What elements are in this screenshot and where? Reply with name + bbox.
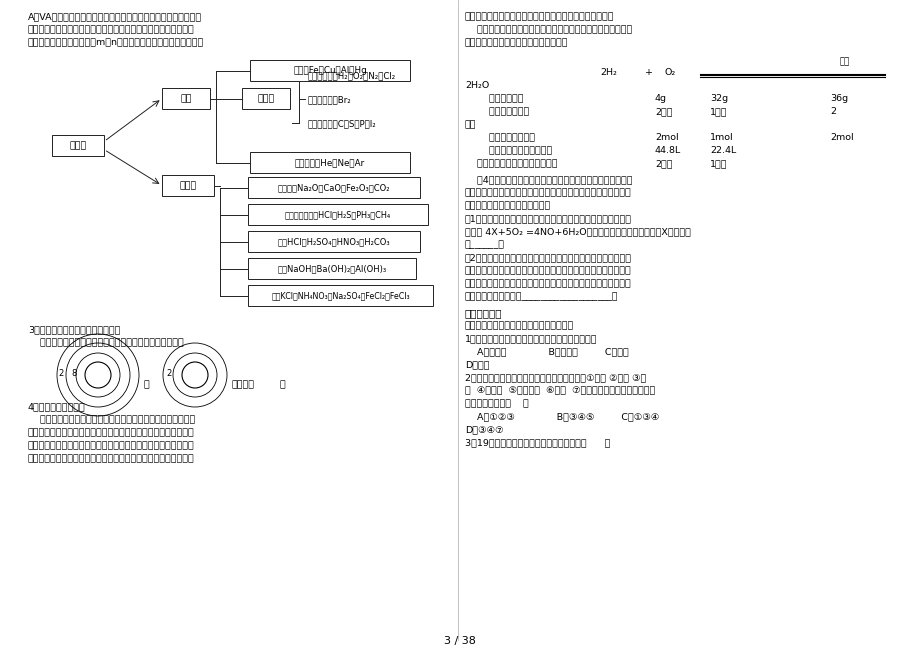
Text: 在左边，正价的氢元素符号放在右边。化合物中各元素化合价的代: 在左边，正价的氢元素符号放在右边。化合物中各元素化合价的代 — [28, 25, 195, 34]
Text: 能，成为当前生命科学研究的热点: 能，成为当前生命科学研究的热点 — [464, 201, 550, 210]
Text: 金属：Fe、Cu、Al、Hg: 金属：Fe、Cu、Al、Hg — [293, 66, 367, 75]
Text: 2: 2 — [58, 370, 63, 378]
Text: 在生物体内存在少量的一氧化氮，它有扩张血管和增强记忆力的功: 在生物体内存在少量的一氧化氮，它有扩张血管和增强记忆力的功 — [464, 188, 631, 197]
FancyBboxPatch shape — [52, 135, 104, 156]
Text: A．使用火              B．制陶瓷         C．酿酒: A．使用火 B．制陶瓷 C．酿酒 — [464, 347, 628, 356]
Text: （1）一氧化氮是工业制取硝酸的中间产物，生成一氧化氮的化学: （1）一氧化氮是工业制取硝酸的中间产物，生成一氧化氮的化学 — [464, 214, 631, 223]
FancyBboxPatch shape — [250, 152, 410, 173]
Text: 惰性气体：He、Ne、Ar: 惰性气体：He、Ne、Ar — [295, 158, 365, 167]
Text: 2．我国劳动人民很早就开始了化学实践活动：①酿酒 ②炼丹 ③造: 2．我国劳动人民很早就开始了化学实践活动：①酿酒 ②炼丹 ③造 — [464, 373, 645, 382]
Text: 常温呈气态：H₂、O₂、N₂、Cl₂: 常温呈气态：H₂、O₂、N₂、Cl₂ — [308, 72, 396, 81]
Text: 2: 2 — [829, 107, 835, 116]
Text: 方程式 4X+5O₂ =4NO+6H₂O，根据质量守恒定律可以推断X的化学式: 方程式 4X+5O₂ =4NO+6H₂O，根据质量守恒定律可以推断X的化学式 — [464, 227, 690, 236]
FancyBboxPatch shape — [248, 258, 415, 279]
Text: A．①②③              B．③④⑤         C．①③④: A．①②③ B．③④⑤ C．①③④ — [464, 412, 659, 421]
Text: 非金属: 非金属 — [257, 94, 275, 103]
Text: D．③④⑦: D．③④⑦ — [464, 425, 503, 434]
Text: 点燃: 点燃 — [839, 57, 849, 66]
Text: 2mol: 2mol — [829, 133, 853, 142]
FancyBboxPatch shape — [248, 177, 420, 198]
Text: O₂: O₂ — [664, 68, 675, 77]
Text: 32g: 32g — [709, 94, 727, 103]
Text: 单质: 单质 — [180, 94, 191, 103]
Text: 从任意相同条件气体体积角度：: 从任意相同条件气体体积角度： — [464, 159, 557, 168]
Text: 应前后各元素的原子个数要对应相等。此外，要注意反应条件和反: 应前后各元素的原子个数要对应相等。此外，要注意反应条件和反 — [28, 454, 195, 463]
Circle shape — [182, 362, 208, 388]
Text: 用化学式表示化学反应的式子。书写化学反应方程式，须遵循: 用化学式表示化学反应的式子。书写化学反应方程式，须遵循 — [28, 415, 195, 424]
FancyBboxPatch shape — [242, 88, 289, 109]
Text: 22.4L: 22.4L — [709, 146, 735, 155]
Text: 且还告诉我们各物质的比例关系。例如：: 且还告诉我们各物质的比例关系。例如： — [464, 38, 568, 47]
Text: +11: +11 — [90, 371, 106, 377]
Text: ，钠离子: ，钠离子 — [232, 380, 255, 389]
FancyBboxPatch shape — [162, 175, 214, 196]
Text: 2: 2 — [165, 370, 171, 378]
Text: 4．化学反应方程式：: 4．化学反应方程式： — [28, 402, 85, 411]
Text: 36g: 36g — [829, 94, 847, 103]
Text: +11: +11 — [187, 371, 202, 377]
Text: 2H₂O: 2H₂O — [464, 81, 489, 90]
Text: 1: 1 — [88, 370, 93, 378]
Text: 化合物: 化合物 — [179, 181, 197, 190]
Text: 2分子: 2分子 — [654, 107, 672, 116]
Text: 该反应的化学方程式为___________________。: 该反应的化学方程式为___________________。 — [464, 292, 618, 301]
Text: 分子: 分子 — [464, 120, 476, 129]
Text: 〔强化训练〕: 〔强化训练〕 — [464, 308, 502, 318]
Text: 常温呈液态：Br₂: 常温呈液态：Br₂ — [308, 96, 351, 105]
Text: 一、选择题（以下各题只有一个正确答案）: 一、选择题（以下各题只有一个正确答案） — [464, 321, 573, 330]
FancyBboxPatch shape — [248, 204, 427, 225]
Text: 应规律，同样的反应物在不同条件下可能发生不同的反应。: 应规律，同样的反应物在不同条件下可能发生不同的反应。 — [464, 12, 614, 21]
Text: 碱：NaOH、Ba(OH)₂、Al(OH)₃: 碱：NaOH、Ba(OH)₂、Al(OH)₃ — [278, 264, 386, 273]
Text: 1分子: 1分子 — [709, 107, 727, 116]
Text: 2H₂: 2H₂ — [599, 68, 617, 77]
Text: （2）汽车尾气中含有一氧化氮、一氧化碳等有毒气体，治理的方: （2）汽车尾气中含有一氧化氮、一氧化碳等有毒气体，治理的方 — [464, 253, 631, 262]
Text: 反映原子、离子核外各电子层上电子数的符号。如钠原子: 反映原子、离子核外各电子层上电子数的符号。如钠原子 — [28, 338, 184, 347]
FancyBboxPatch shape — [248, 285, 433, 306]
Text: 3．原子结构简图、离子结构简图：: 3．原子结构简图、离子结构简图： — [28, 325, 120, 334]
Text: D．炼丹: D．炼丹 — [464, 360, 489, 369]
Text: 8: 8 — [184, 370, 189, 378]
Text: 。: 。 — [279, 380, 286, 389]
Text: 下，一氧化氮与一氧化碳反应可生成两种可参与大气循环的气体，: 下，一氧化氮与一氧化碳反应可生成两种可参与大气循环的气体， — [464, 279, 631, 288]
Text: 数和为零。绝大多数情况下m和n要化简成最简整数比。示例如下：: 数和为零。绝大多数情况下m和n要化简成最简整数比。示例如下： — [28, 38, 204, 47]
FancyBboxPatch shape — [248, 231, 420, 252]
Text: 氧化物：Na₂O、CaO、Fe₂O₃、CO₂: 氧化物：Na₂O、CaO、Fe₂O₃、CO₂ — [278, 183, 390, 192]
Text: 8: 8 — [71, 370, 76, 378]
Text: 从分子数角度：: 从分子数角度： — [464, 107, 528, 116]
Text: 酸：HCl、H₂SO₄、HNO₃、H₂CO₃: 酸：HCl、H₂SO₄、HNO₃、H₂CO₃ — [278, 237, 390, 246]
Text: 从标况下气体体积角度：: 从标况下气体体积角度： — [464, 146, 551, 155]
Text: 例4：一氧化氮是大气的主要污染物之一，近几年来，又发现: 例4：一氧化氮是大气的主要污染物之一，近几年来，又发现 — [464, 175, 632, 184]
Text: 纸  ④制陶瓷  ⑤制青铜器  ⑥冶铁  ⑦制火药。其中属于举世闻名的: 纸 ④制陶瓷 ⑤制青铜器 ⑥冶铁 ⑦制火药。其中属于举世闻名的 — [464, 386, 654, 395]
Text: A、VA族的非金属元素的气态氢化物是把负价的非金属元素符号放: A、VA族的非金属元素的气态氢化物是把负价的非金属元素符号放 — [28, 12, 202, 21]
Text: ，: ， — [144, 380, 150, 389]
Text: 为______。: 为______。 — [464, 240, 505, 249]
Text: 44.8L: 44.8L — [654, 146, 680, 155]
Text: 法是在汽车尾气的排气管上安装一个催化转换器，在催化剂的作用: 法是在汽车尾气的排气管上安装一个催化转换器，在催化剂的作用 — [464, 266, 631, 275]
FancyBboxPatch shape — [250, 60, 410, 81]
Text: 从质量角度：: 从质量角度： — [464, 94, 523, 103]
Text: 2体积: 2体积 — [654, 159, 672, 168]
Text: 3．19世纪，首先提出分子概念的科学家是（      ）: 3．19世纪，首先提出分子概念的科学家是（ ） — [464, 438, 609, 447]
Circle shape — [85, 362, 111, 388]
Text: 化学反应方程式不仅体现出了反应物、生成物分别是什么，而: 化学反应方程式不仅体现出了反应物、生成物分别是什么，而 — [464, 25, 631, 34]
FancyBboxPatch shape — [162, 88, 210, 109]
Text: 3 / 38: 3 / 38 — [444, 636, 475, 646]
Text: 1．人类开始化学实践活动是从下列哪项活动开始的: 1．人类开始化学实践活动是从下列哪项活动开始的 — [464, 334, 596, 343]
Text: 两个原则：一是要遵重客观事实，即反应物、生成物是什么，要尊: 两个原则：一是要遵重客观事实，即反应物、生成物是什么，要尊 — [28, 428, 195, 437]
Text: +: + — [644, 68, 652, 77]
Text: 纯净物: 纯净物 — [69, 141, 86, 150]
Text: 1体积: 1体积 — [709, 159, 727, 168]
Text: 4g: 4g — [654, 94, 666, 103]
Text: 1mol: 1mol — [709, 133, 732, 142]
Text: 2mol: 2mol — [654, 133, 678, 142]
Text: 重客观事实；二是要遵循质量守恒定律，即要配平反应方程式，反: 重客观事实；二是要遵循质量守恒定律，即要配平反应方程式，反 — [28, 441, 195, 450]
Text: 三大化学工艺是（    ）: 三大化学工艺是（ ） — [464, 399, 528, 408]
Text: 常温呈固态：C、S、P、I₂: 常温呈固态：C、S、P、I₂ — [308, 120, 377, 128]
Text: 非金属氢化物：HCl、H₂S、PH₃、CH₄: 非金属氢化物：HCl、H₂S、PH₃、CH₄ — [285, 210, 391, 219]
Text: 盐：KCl、NH₄NO₃、Na₂SO₄、FeCl₂、FeCl₃: 盐：KCl、NH₄NO₃、Na₂SO₄、FeCl₂、FeCl₃ — [271, 291, 409, 300]
Text: 从物质的量角度：: 从物质的量角度： — [464, 133, 535, 142]
